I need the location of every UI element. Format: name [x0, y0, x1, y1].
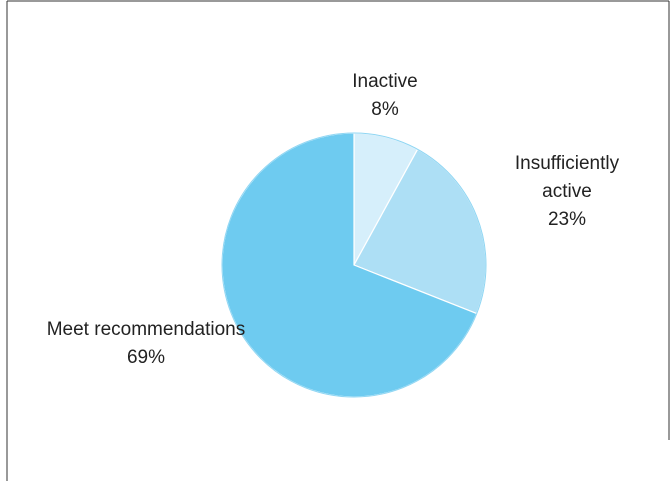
slice-label: Meet recommendations: [46, 319, 246, 340]
slice-value-label: 69%: [126, 347, 166, 368]
pie-outline: [221, 132, 487, 398]
slice-label: Inactive: [352, 71, 418, 92]
slice-value-label: 8%: [371, 99, 399, 120]
slice-label: Insufficiently active: [514, 153, 620, 202]
slice-value-label: 23%: [547, 209, 587, 230]
